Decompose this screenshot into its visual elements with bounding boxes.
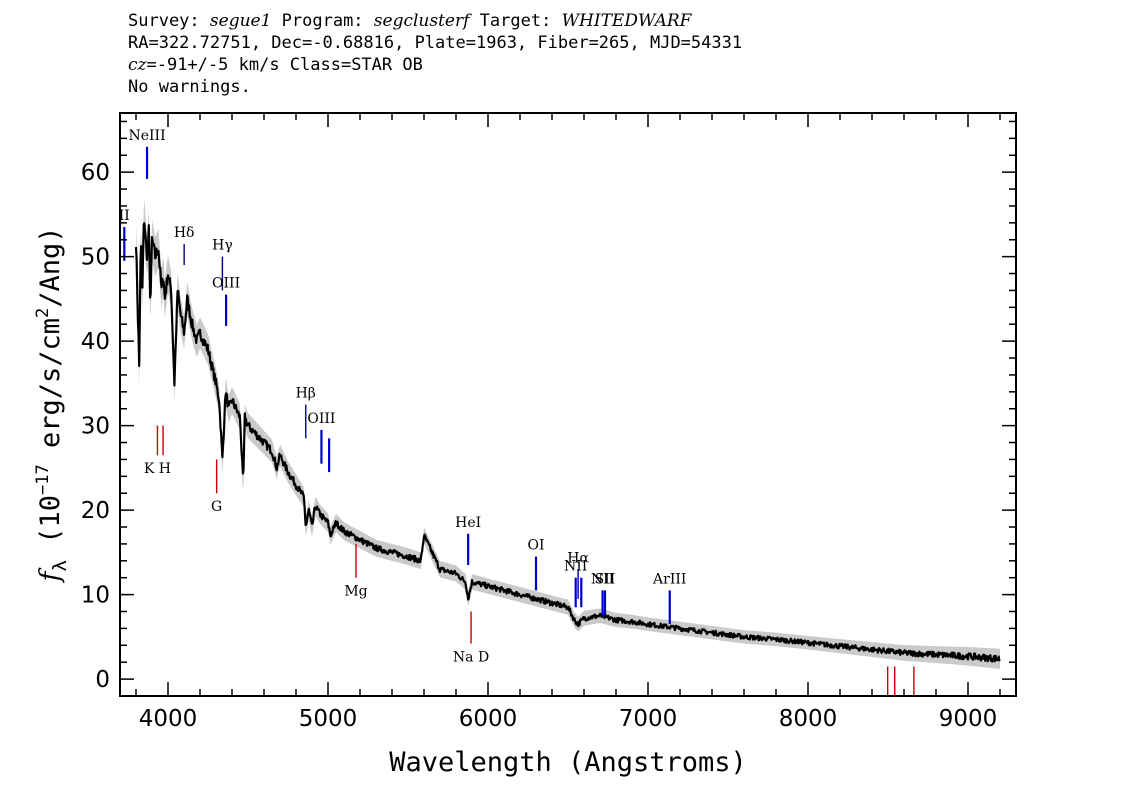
y-axis-label-part: −17 xyxy=(33,464,53,495)
emission-line-label: OI xyxy=(527,538,544,554)
target-key: Target: xyxy=(479,11,552,31)
emission-line-label: II xyxy=(119,208,130,224)
emission-line-label: Hγ xyxy=(212,238,233,254)
program-key: Program: xyxy=(281,11,364,31)
emission-line-label: HeI xyxy=(455,515,481,531)
emission-line-label: OIII xyxy=(212,276,240,292)
header-line-3: cz=-91+/-5 km/s Class=STAR OB xyxy=(128,54,742,76)
header-line-2: RA=322.72751, Dec=-0.68816, Plate=1963, … xyxy=(128,33,743,53)
y-tick-label: 60 xyxy=(81,160,110,186)
emission-line-label: Hα xyxy=(567,550,589,566)
flux-series xyxy=(134,222,1001,663)
y-axis-label-part: erg/s/cm xyxy=(35,318,66,464)
y-tick-label: 20 xyxy=(81,498,110,524)
warnings-line: No warnings. xyxy=(128,77,251,97)
y-axis-label: fλ (10−17 erg/s/cm2/Ang) xyxy=(33,226,71,583)
y-axis-label-part: f xyxy=(35,568,66,584)
x-tick-label: 8000 xyxy=(779,706,838,732)
flux-error-region xyxy=(136,198,1000,669)
x-tick-label: 6000 xyxy=(459,706,518,732)
absorption-line-label: K H xyxy=(144,461,171,477)
y-tick-label: 40 xyxy=(81,329,110,355)
y-axis-label-part: 2 xyxy=(33,308,53,318)
emission-line-label: NeIII xyxy=(128,128,165,144)
flux-error-band xyxy=(136,198,1000,669)
y-tick-label: 50 xyxy=(81,245,110,271)
emission-line-label: Hδ xyxy=(174,225,195,241)
emission-line-label: OIII xyxy=(307,411,335,427)
y-tick-label: 10 xyxy=(81,583,110,609)
emission-line-label: NII xyxy=(591,571,614,587)
emission-line-label: SII xyxy=(595,571,616,587)
x-tick-label: 5000 xyxy=(299,706,358,732)
x-axis-label: Wavelength (Angstroms) xyxy=(389,747,747,778)
emission-line-label: ArIII xyxy=(652,571,686,587)
y-tick-label: 0 xyxy=(95,667,110,693)
survey-key: Survey: xyxy=(128,11,200,31)
survey-value: segue1 xyxy=(209,11,272,31)
y-axis-label-part: /Ang) xyxy=(35,226,66,307)
flux-line xyxy=(134,222,1001,663)
header-line-1: Survey: segue1 Program: segclusterf Targ… xyxy=(128,10,742,32)
absorption-line-label: G xyxy=(211,499,222,515)
y-tick-label: 30 xyxy=(81,414,110,440)
program-value: segclusterf xyxy=(373,11,470,31)
axis-ticks: 4000 5000 6000 7000 8000 9000 0 10 20 30 40 50 60 xyxy=(81,113,1016,732)
x-tick-label: 4000 xyxy=(139,706,198,732)
absorption-line-label: Mg xyxy=(344,584,367,600)
cz-value: =-91+/-5 xyxy=(146,55,229,75)
plot-frame xyxy=(119,112,1017,697)
cz-rest: km/s Class=STAR OB xyxy=(228,55,423,75)
y-axis-label-part: (10 xyxy=(35,495,66,560)
y-axis-label-part: λ xyxy=(49,560,71,571)
x-tick-label: 9000 xyxy=(939,706,998,732)
target-value: WHITEDWARF xyxy=(561,11,692,31)
emission-line-label: NII xyxy=(564,559,587,575)
x-tick-label: 7000 xyxy=(619,706,678,732)
spectrum-header: Survey: segue1 Program: segclusterf Targ… xyxy=(128,10,742,98)
emission-line-label: Hβ xyxy=(296,386,316,402)
absorption-line-label: Na D xyxy=(453,650,489,666)
cz-key: cz xyxy=(128,55,147,75)
